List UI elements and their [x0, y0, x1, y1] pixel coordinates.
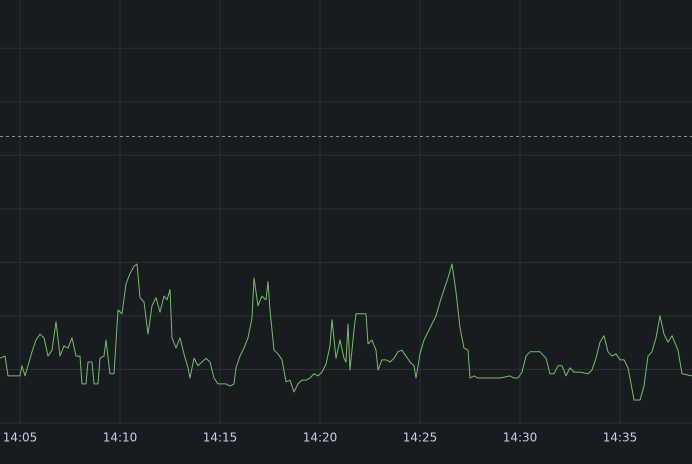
x-tick-label: 14:35: [603, 431, 638, 445]
x-tick-label: 14:20: [303, 431, 338, 445]
x-tick-label: 14:25: [403, 431, 438, 445]
x-tick-label: 14:30: [503, 431, 538, 445]
x-tick-label: 14:10: [103, 431, 138, 445]
series-line: [0, 263, 692, 401]
x-tick-label: 14:15: [203, 431, 238, 445]
x-tick-label: 14:05: [3, 431, 38, 445]
